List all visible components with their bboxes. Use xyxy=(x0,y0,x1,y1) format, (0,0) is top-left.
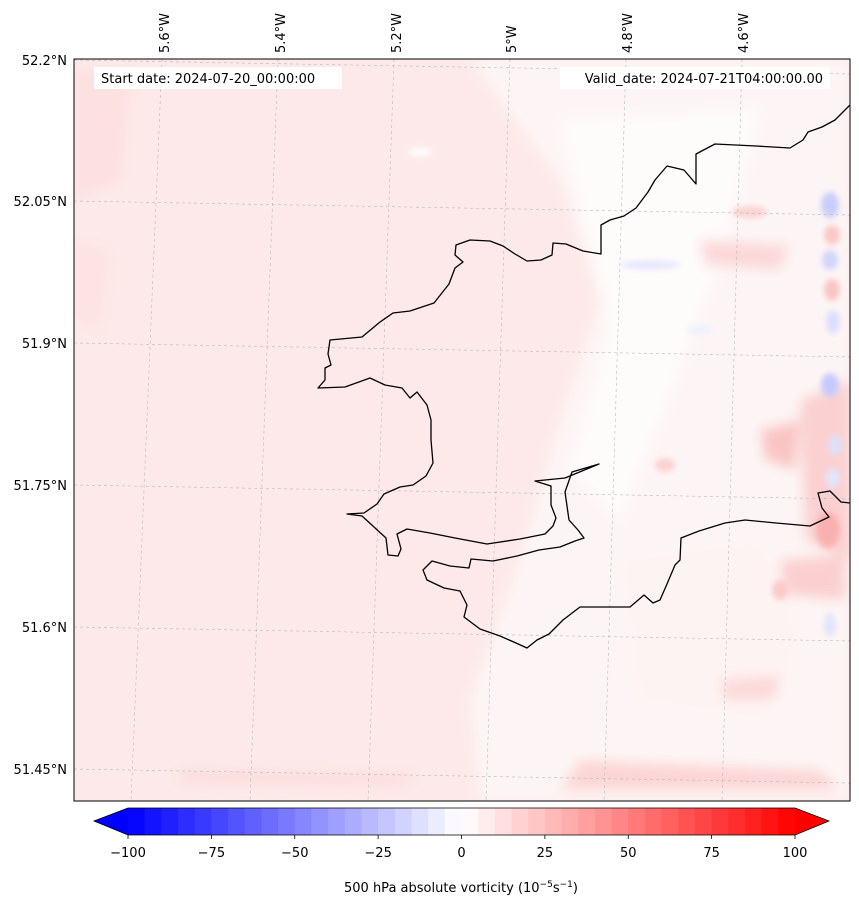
colorbar-segment xyxy=(761,808,779,835)
colorbar-segments xyxy=(128,808,796,835)
valid-date-text: Valid_date: 2024-07-21T04:00:00.00 xyxy=(585,72,823,87)
colorbar-segment xyxy=(544,808,563,835)
lon-label: 4.8°W xyxy=(621,13,636,53)
colorbar-max-extend xyxy=(795,808,829,835)
colorbar-segment xyxy=(128,808,146,835)
colorbar-segment xyxy=(428,808,446,835)
colorbar-tick-label: 50 xyxy=(620,846,637,861)
lat-label: 51.6°N xyxy=(22,621,67,636)
lon-label: 4.6°W xyxy=(737,13,752,53)
colorbar-tick-label: −100 xyxy=(110,846,146,861)
colorbar-segment xyxy=(194,808,212,835)
graticule xyxy=(74,59,850,801)
colorbar-min-extend xyxy=(94,808,128,835)
lon-label: 5.2°W xyxy=(390,13,405,53)
colorbar-segment xyxy=(244,808,263,835)
colorbar-segment xyxy=(494,808,513,835)
colorbar-segment xyxy=(394,808,413,835)
colorbar-segment xyxy=(678,808,696,835)
colorbar-tick-label: 75 xyxy=(703,846,720,861)
vorticity-field xyxy=(74,59,850,801)
colorbar-segment xyxy=(261,808,279,835)
colorbar-tick-label: 25 xyxy=(537,846,554,861)
colorbar-segment xyxy=(694,808,713,835)
start-date-text: Start date: 2024-07-20_00:00:00 xyxy=(101,72,315,87)
colorbar-segment xyxy=(778,808,796,835)
colorbar-segment xyxy=(161,808,179,835)
lat-label: 52.2°N xyxy=(22,54,67,69)
colorbar-tick-label: 100 xyxy=(783,846,808,861)
colorbar-segment xyxy=(328,808,346,835)
colorbar-segment xyxy=(144,808,162,835)
colorbar-segment xyxy=(278,808,296,835)
colorbar-tick-label: −50 xyxy=(281,846,308,861)
colorbar-segment xyxy=(444,808,463,835)
colorbar-segment xyxy=(744,808,763,835)
colorbar-segment xyxy=(578,808,596,835)
colorbar-label: 500 hPa absolute vorticity (10−5s−1) xyxy=(344,880,578,896)
colorbar-tick-label: −25 xyxy=(364,846,391,861)
lat-label: 51.9°N xyxy=(22,337,67,352)
colorbar-segment xyxy=(411,808,429,835)
valid-date-box: Valid_date: 2024-07-21T04:00:00.00 xyxy=(560,67,830,89)
colorbar-segment xyxy=(528,808,546,835)
colorbar-segment xyxy=(628,808,646,835)
colorbar-segment xyxy=(294,808,313,835)
colorbar-segment xyxy=(661,808,679,835)
lon-label: 5.4°W xyxy=(274,13,289,53)
coastline xyxy=(317,104,850,649)
map-frame xyxy=(73,58,851,802)
colorbar-segment xyxy=(644,808,663,835)
lat-labels: 52.2°N 52.05°N 51.9°N 51.75°N 51.6°N 51.… xyxy=(14,54,67,778)
lat-label: 52.05°N xyxy=(14,195,67,210)
colorbar-tick-label: −75 xyxy=(198,846,225,861)
colorbar-segment xyxy=(344,808,363,835)
colorbar-segment xyxy=(594,808,613,835)
lat-label: 51.75°N xyxy=(14,479,67,494)
lon-label: 5.6°W xyxy=(158,13,173,53)
colorbar-segment xyxy=(478,808,496,835)
colorbar-tick-label: 0 xyxy=(457,846,465,861)
colorbar-segment xyxy=(711,808,729,835)
colorbar-segment xyxy=(178,808,196,835)
lat-label: 51.45°N xyxy=(14,763,67,778)
colorbar-segment xyxy=(228,808,246,835)
colorbar-segment xyxy=(211,808,229,835)
colorbar-segment xyxy=(311,808,329,835)
colorbar-segment xyxy=(728,808,746,835)
colorbar-segment xyxy=(461,808,479,835)
colorbar-segment xyxy=(361,808,379,835)
colorbar-segment xyxy=(611,808,629,835)
lon-labels: 5.6°W 5.4°W 5.2°W 5°W 4.8°W 4.6°W xyxy=(158,13,752,53)
colorbar-segment xyxy=(511,808,529,835)
colorbar-ticks: −100 −75 −50 −25 0 25 50 75 100 xyxy=(110,835,807,861)
colorbar: −100 −75 −50 −25 0 25 50 75 100 500 hPa absolute… xyxy=(92,807,831,896)
start-date-box: Start date: 2024-07-20_00:00:00 xyxy=(94,67,342,89)
colorbar-segment xyxy=(378,808,396,835)
colorbar-segment xyxy=(561,808,579,835)
lon-label: 5°W xyxy=(505,25,520,53)
